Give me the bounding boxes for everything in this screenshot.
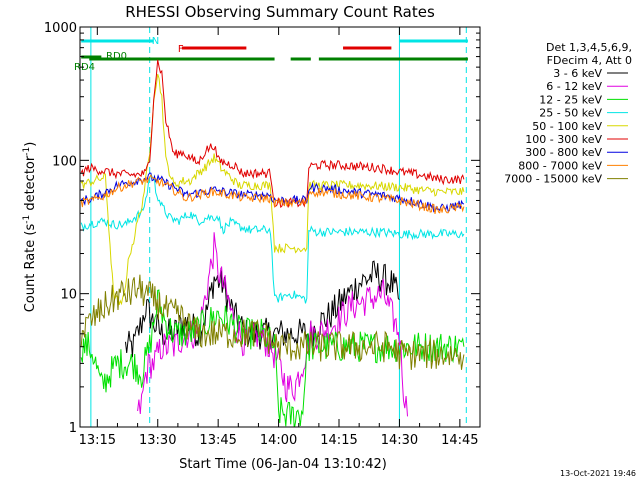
series-line-8 [80, 274, 465, 370]
x-tick-label-1: 13:30 [139, 433, 176, 448]
legend-header-1: FDecim 4, Att 0 [547, 54, 632, 67]
y-tick-label-3: 1000 [44, 21, 77, 36]
x-tick-label-0: 13:15 [79, 433, 116, 448]
legend-label-6: 300 - 800 keV [525, 146, 602, 159]
series-line-1 [137, 232, 408, 417]
flag-rd0-label: RD0 [106, 51, 127, 62]
legend-label-3: 25 - 50 keV [539, 107, 602, 120]
legend: Det 1,3,4,5,6,9,FDecim 4, Att 03 - 6 keV… [504, 41, 632, 186]
series-line-5 [80, 59, 465, 209]
x-tick-label-3: 14:00 [260, 433, 297, 448]
legend-header-0: Det 1,3,4,5,6,9, [546, 41, 632, 54]
flag-rd4-label: RD4 [74, 62, 95, 73]
series-line-0 [125, 260, 400, 358]
legend-label-5: 100 - 300 keV [525, 133, 602, 146]
legend-label-0: 3 - 6 keV [553, 67, 602, 80]
x-tick-label-4: 14:15 [320, 433, 357, 448]
legend-label-7: 800 - 7000 keV [518, 159, 602, 172]
flag-f-label: F [178, 44, 184, 55]
legend-label-2: 12 - 25 keV [539, 93, 602, 106]
legend-label-4: 50 - 100 keV [532, 120, 602, 133]
timestamp: 13-Oct-2021 19:46 [560, 469, 636, 478]
series-line-7 [80, 174, 465, 214]
x-axis-label: Start Time (06-Jan-04 13:10:42) [179, 457, 387, 472]
legend-label-8: 7000 - 15000 keV [504, 173, 602, 186]
y-tick-label-2: 100 [52, 154, 77, 169]
legend-label-1: 6 - 12 keV [546, 80, 602, 93]
x-tick-label-5: 14:30 [381, 433, 418, 448]
y-tick-label-1: 10 [60, 288, 77, 303]
x-tick-label-6: 14:45 [441, 433, 478, 448]
y-tick-label-0: 1 [69, 421, 77, 436]
plot-frame [79, 26, 481, 428]
series-line-4 [80, 73, 465, 306]
x-tick-label-2: 13:45 [199, 433, 236, 448]
y-axis-label: Count Rate (s-1 detector-1) [22, 142, 38, 313]
series-line-3 [80, 173, 465, 304]
flag-n-label: N [152, 36, 159, 47]
chart-title: RHESSI Observing Summary Count Rates [125, 3, 435, 21]
